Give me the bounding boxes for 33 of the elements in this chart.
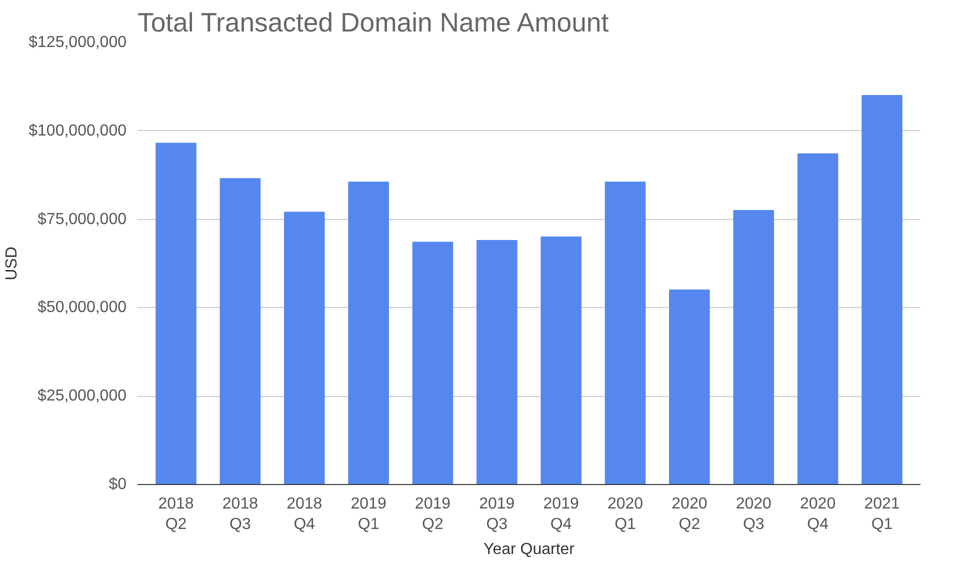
bar [156, 142, 196, 484]
chart-title: Total Transacted Domain Name Amount [138, 8, 610, 38]
x-tick-label: 2021 Q1 [864, 496, 900, 533]
y-tick-label: $100,000,000 [28, 122, 127, 140]
bar [284, 212, 325, 484]
y-tick-label: $50,000,000 [38, 299, 127, 316]
bar [220, 178, 261, 484]
bar [540, 236, 582, 484]
x-axis-title: Year Quarter [483, 540, 576, 558]
x-tick-label: 2019 Q4 [543, 496, 579, 533]
x-tick-label: 2019 Q3 [479, 496, 515, 533]
x-tick-label: 2018 Q2 [158, 496, 194, 533]
x-tick-label: 2020 Q3 [736, 496, 772, 533]
x-tick-label: 2020 Q4 [800, 496, 836, 533]
y-tick-label: $125,000,000 [28, 34, 127, 51]
x-tick-label: 2018 Q4 [286, 496, 322, 533]
y-tick-label: $75,000,000 [38, 210, 127, 228]
x-tick-label: 2020 Q2 [672, 496, 708, 533]
x-tick-label: 2019 Q2 [414, 496, 451, 533]
bar [412, 242, 454, 484]
x-tick-label: 2019 Q1 [350, 496, 386, 533]
bar [348, 182, 389, 484]
y-tick-label: $25,000,000 [38, 388, 127, 405]
x-tick-label: 2018 Q3 [222, 496, 258, 533]
bar [604, 182, 646, 484]
bar [797, 153, 838, 484]
bar [862, 95, 902, 484]
x-tick-label: 2020 Q1 [607, 496, 644, 533]
y-tick-label: $0 [108, 476, 127, 493]
bar [669, 290, 710, 484]
bar [733, 210, 774, 484]
bar [476, 240, 518, 484]
y-axis-title: USD [4, 246, 21, 280]
